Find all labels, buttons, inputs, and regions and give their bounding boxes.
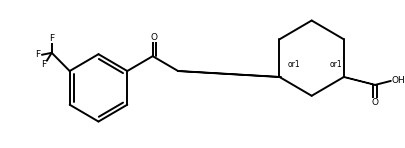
Polygon shape [342,77,375,85]
Text: OH: OH [391,76,405,85]
Text: or1: or1 [328,60,341,69]
Polygon shape [177,71,281,77]
Text: or1: or1 [287,60,299,69]
Text: F: F [49,34,54,44]
Text: F: F [41,60,46,69]
Text: O: O [150,33,157,42]
Text: O: O [371,98,378,107]
Text: F: F [35,50,41,59]
